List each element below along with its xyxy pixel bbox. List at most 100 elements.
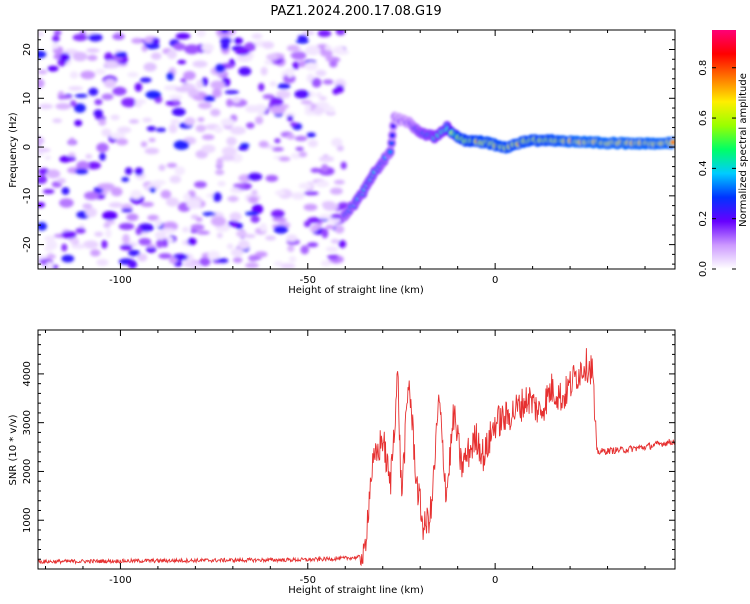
noise-blob [201, 77, 209, 87]
noise-blob [247, 172, 263, 181]
noise-blob [146, 246, 157, 253]
noise-blob [327, 106, 335, 114]
noise-blob [169, 175, 182, 184]
noise-blob [262, 41, 275, 49]
noise-blob [330, 187, 343, 195]
noise-blob [276, 90, 291, 99]
noise-blob [304, 102, 311, 113]
noise-blob [146, 125, 156, 132]
noise-blob [195, 217, 203, 222]
noise-blob [300, 100, 312, 105]
noise-blob [277, 83, 291, 90]
noise-blob [38, 148, 51, 153]
noise-blob [251, 33, 263, 39]
noise-blob [295, 146, 304, 152]
noise-blob [87, 54, 98, 61]
noise-blob [96, 258, 109, 267]
noise-blob [128, 119, 140, 124]
noise-blob [68, 86, 83, 91]
noise-blob [45, 261, 54, 269]
noise-blob [82, 240, 99, 249]
noise-blob [93, 109, 104, 118]
noise-blob [304, 61, 319, 71]
x-tick-label: -50 [300, 275, 316, 286]
noise-blob [227, 30, 236, 36]
noise-blob [112, 86, 127, 96]
noise-blob [110, 187, 123, 197]
noise-blob [250, 215, 260, 223]
noise-blob [84, 191, 99, 200]
snr-frame [37, 329, 676, 570]
noise-blob [305, 45, 321, 56]
noise-blob [57, 178, 66, 184]
noise-blob [260, 66, 268, 76]
noise-blob [140, 201, 154, 208]
noise-blob [183, 262, 199, 268]
noise-blob [98, 118, 107, 126]
noise-blob [235, 47, 250, 56]
noise-blob [59, 52, 71, 62]
noise-blob [55, 103, 71, 110]
noise-blob [258, 83, 265, 92]
noise-blob [220, 118, 235, 127]
noise-blob [226, 98, 234, 107]
noise-blob [320, 260, 332, 267]
noise-blob [272, 146, 284, 152]
noise-blob [332, 88, 340, 95]
colorbar-label: Normalized spectral amplitude [738, 73, 749, 227]
noise-blob [288, 255, 297, 263]
noise-blob [324, 45, 332, 51]
noise-blob [217, 181, 226, 187]
noise-blob [184, 117, 196, 126]
noise-blob [128, 249, 141, 257]
snr-y-label: SNR (10 * v/v) [8, 414, 19, 485]
noise-blob [265, 174, 279, 182]
noise-blob [152, 37, 160, 45]
noise-blob [325, 224, 335, 230]
noise-blob [145, 90, 162, 100]
noise-blob [221, 146, 237, 156]
noise-blob [104, 60, 119, 69]
noise-blob [330, 239, 340, 244]
ridge-core [391, 124, 396, 128]
noise-blob [134, 167, 144, 176]
noise-blob [74, 93, 88, 98]
noise-blob [238, 239, 250, 250]
noise-blob [220, 154, 235, 161]
noise-blob [274, 261, 284, 267]
y-tick-label: 20 [22, 43, 33, 56]
noise-blob [287, 244, 295, 252]
noise-blob [332, 46, 345, 55]
noise-blob [197, 117, 205, 122]
noise-blob [173, 42, 186, 51]
noise-blob [213, 126, 223, 134]
noise-blob [158, 253, 172, 259]
noise-blob [183, 70, 196, 81]
noise-blob [255, 116, 264, 125]
noise-blob [190, 224, 205, 231]
noise-blob [291, 51, 307, 60]
noise-blob [95, 68, 106, 75]
noise-blob [212, 192, 222, 202]
signal-ridge [340, 111, 675, 221]
noise-blob [53, 30, 62, 36]
noise-blob [286, 115, 294, 122]
x-tick-label: -100 [109, 575, 132, 586]
y-tick-label: 10 [22, 92, 33, 105]
noise-blob [101, 128, 112, 137]
noise-blob [233, 37, 244, 45]
y-tick-label: 3000 [22, 410, 33, 435]
noise-blob [86, 48, 100, 53]
y-tick-label: 0 [22, 144, 33, 150]
y-tick-label: -10 [22, 188, 33, 204]
ridge-core [388, 150, 393, 154]
noise-blob [134, 82, 143, 92]
noise-blob [336, 145, 344, 152]
noise-blob [214, 63, 226, 73]
spectrogram-y-label: Frequency (Hz) [8, 112, 19, 188]
noise-blob [38, 31, 44, 37]
noise-blob [315, 92, 322, 98]
noise-blob [38, 50, 47, 59]
